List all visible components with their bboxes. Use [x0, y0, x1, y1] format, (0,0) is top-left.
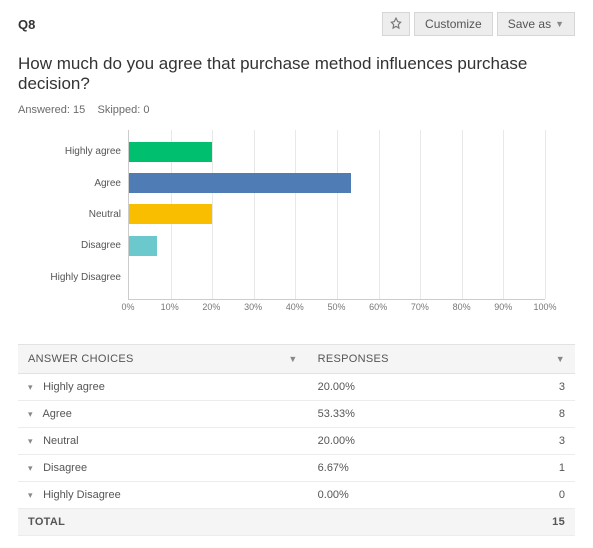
header-row: Q8 Customize Save as ▼: [18, 12, 575, 36]
choice-label: Disagree: [43, 462, 87, 474]
x-tick: 80%: [453, 302, 471, 312]
chevron-down-icon: ▼: [556, 354, 565, 364]
table-row: ▾ Highly Disagree 0.00%0: [18, 482, 575, 509]
chevron-down-icon[interactable]: ▾: [28, 463, 40, 474]
bar-row: Disagree: [129, 236, 545, 256]
x-tick: 60%: [369, 302, 387, 312]
response-counts: Answered: 15 Skipped: 0: [18, 104, 575, 116]
col-choices[interactable]: ANSWER CHOICES ▼: [18, 345, 308, 374]
toolbar: Customize Save as ▼: [382, 12, 575, 36]
results-table: ANSWER CHOICES ▼ RESPONSES ▼ ▾ Highly agr…: [18, 344, 575, 536]
chevron-down-icon[interactable]: ▾: [28, 409, 40, 420]
pin-button[interactable]: [382, 12, 410, 36]
choice-n: 3: [497, 428, 575, 455]
choice-label: Highly agree: [43, 381, 105, 393]
bar-label: Agree: [29, 178, 129, 189]
bar-row: Neutral: [129, 204, 545, 224]
choice-pct: 53.33%: [308, 401, 497, 428]
col-responses[interactable]: RESPONSES: [308, 345, 497, 374]
x-tick: 90%: [494, 302, 512, 312]
skipped-value: 0: [143, 104, 149, 116]
bar: [129, 173, 351, 193]
col-choices-label: ANSWER CHOICES: [28, 353, 134, 365]
choice-n: 1: [497, 455, 575, 482]
skipped-label: Skipped:: [98, 104, 141, 116]
choice-pct: 20.00%: [308, 374, 497, 401]
table-row: ▾ Disagree 6.67%1: [18, 455, 575, 482]
total-n: 15: [497, 509, 575, 536]
x-tick: 20%: [202, 302, 220, 312]
choice-n: 0: [497, 482, 575, 509]
choice-label: Neutral: [43, 435, 78, 447]
customize-button[interactable]: Customize: [414, 12, 493, 36]
col-count[interactable]: ▼: [497, 345, 575, 374]
bar-row: Highly Disagree: [129, 267, 545, 287]
bar-label: Disagree: [29, 240, 129, 251]
chevron-down-icon: ▼: [555, 19, 564, 29]
choice-pct: 20.00%: [308, 428, 497, 455]
chevron-down-icon[interactable]: ▾: [28, 382, 40, 393]
bar-label: Highly Disagree: [29, 272, 129, 283]
x-tick: 40%: [286, 302, 304, 312]
question-text: How much do you agree that purchase meth…: [18, 54, 575, 94]
saveas-button[interactable]: Save as ▼: [497, 12, 575, 36]
answered-label: Answered:: [18, 104, 70, 116]
table-row: ▾ Highly agree 20.00%3: [18, 374, 575, 401]
chevron-down-icon: ▼: [288, 354, 297, 364]
bar: [129, 142, 212, 162]
bar-label: Neutral: [29, 209, 129, 220]
saveas-label: Save as: [508, 17, 551, 31]
total-label: TOTAL: [18, 509, 308, 536]
col-responses-label: RESPONSES: [318, 353, 389, 365]
table-row: ▾ Agree 53.33%8: [18, 401, 575, 428]
choice-pct: 6.67%: [308, 455, 497, 482]
chevron-down-icon[interactable]: ▾: [28, 436, 40, 447]
pin-icon: [389, 17, 403, 31]
x-tick: 0%: [121, 302, 134, 312]
choice-n: 3: [497, 374, 575, 401]
bar-row: Highly agree: [129, 142, 545, 162]
choice-label: Highly Disagree: [43, 489, 121, 501]
choice-n: 8: [497, 401, 575, 428]
customize-label: Customize: [425, 17, 482, 31]
table-row: ▾ Neutral 20.00%3: [18, 428, 575, 455]
choice-label: Agree: [42, 408, 71, 420]
x-tick: 30%: [244, 302, 262, 312]
bar: [129, 236, 157, 256]
chart: Highly agree Agree Neutral Disagree Highly D…: [18, 130, 575, 320]
gridline: [545, 130, 546, 299]
bar: [129, 204, 212, 224]
x-tick: 10%: [161, 302, 179, 312]
bar-row: Agree: [129, 173, 545, 193]
x-tick: 70%: [411, 302, 429, 312]
choice-pct: 0.00%: [308, 482, 497, 509]
answered-value: 15: [73, 104, 85, 116]
question-label: Q8: [18, 17, 35, 32]
total-row: TOTAL 15: [18, 509, 575, 536]
chevron-down-icon[interactable]: ▾: [28, 490, 40, 501]
bar-label: Highly agree: [29, 146, 129, 157]
x-tick: 100%: [533, 302, 556, 312]
x-tick: 50%: [327, 302, 345, 312]
